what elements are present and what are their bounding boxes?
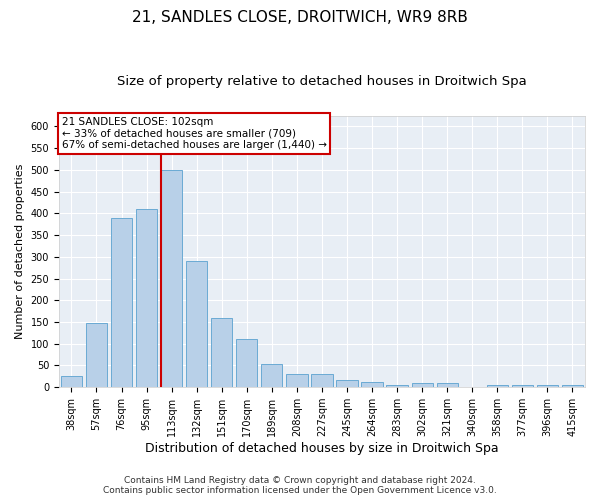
Bar [361,382,383,387]
Bar [136,209,157,387]
Bar [311,374,332,387]
Bar [437,383,458,387]
Bar [562,386,583,387]
Bar [512,386,533,387]
Bar [386,384,408,387]
Text: Contains HM Land Registry data © Crown copyright and database right 2024.
Contai: Contains HM Land Registry data © Crown c… [103,476,497,495]
Title: Size of property relative to detached houses in Droitwich Spa: Size of property relative to detached ho… [117,75,527,88]
Bar [236,340,257,387]
Text: 21 SANDLES CLOSE: 102sqm
← 33% of detached houses are smaller (709)
67% of semi-: 21 SANDLES CLOSE: 102sqm ← 33% of detach… [62,117,326,150]
Bar [487,386,508,387]
Bar [161,170,182,387]
Bar [86,323,107,387]
Bar [286,374,308,387]
Y-axis label: Number of detached properties: Number of detached properties [15,164,25,339]
Bar [537,385,558,387]
Bar [211,318,232,387]
X-axis label: Distribution of detached houses by size in Droitwich Spa: Distribution of detached houses by size … [145,442,499,455]
Bar [186,261,208,387]
Bar [337,380,358,387]
Text: 21, SANDLES CLOSE, DROITWICH, WR9 8RB: 21, SANDLES CLOSE, DROITWICH, WR9 8RB [132,10,468,25]
Bar [261,364,283,387]
Bar [111,218,132,387]
Bar [61,376,82,387]
Bar [412,384,433,387]
